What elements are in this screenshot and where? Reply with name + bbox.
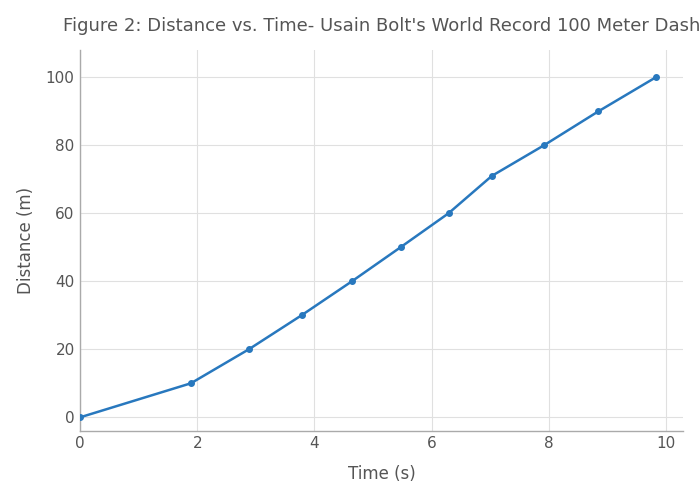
Title: Figure 2: Distance vs. Time- Usain Bolt's World Record 100 Meter Dash: Figure 2: Distance vs. Time- Usain Bolt'… [63,16,700,34]
X-axis label: Time (s): Time (s) [348,466,416,483]
Y-axis label: Distance (m): Distance (m) [17,187,35,294]
